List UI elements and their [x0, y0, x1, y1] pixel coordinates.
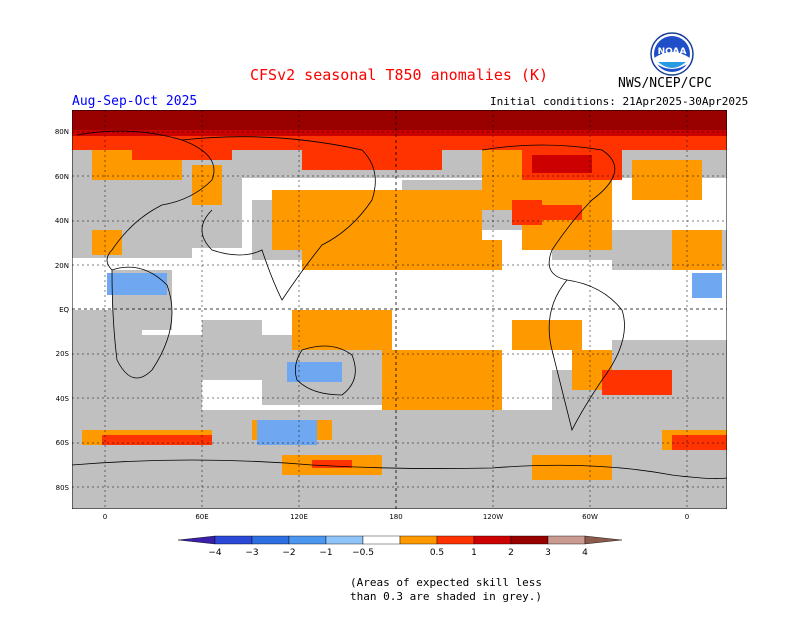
agency-label: NWS/NCEP/CPC	[618, 76, 712, 91]
color-legend-swatches	[177, 535, 623, 545]
lon-label-120e: 120E	[290, 513, 308, 521]
skill-note-line-2: than 0.3 are shaded in grey.)	[350, 590, 543, 603]
lat-label-eq: EQ	[59, 306, 69, 314]
anomaly-map	[72, 110, 727, 509]
swatch-7	[436, 535, 475, 545]
swatch-8	[473, 535, 512, 545]
color-legend-label-2: −2	[282, 548, 295, 558]
swatch-1	[214, 535, 253, 545]
swatch-9	[510, 535, 549, 545]
color-legend-label-1: −3	[245, 548, 258, 558]
map-title: CFSv2 seasonal T850 anomalies (K)	[250, 66, 549, 84]
lon-label-120w: 120W	[483, 513, 503, 521]
lat-label-40s: 40S	[56, 395, 70, 403]
color-legend-label-6: 1	[471, 548, 477, 558]
color-legend-label-7: 2	[508, 548, 514, 558]
color-legend-label-4: −0.5	[352, 548, 374, 558]
lat-label-60n: 60N	[55, 173, 69, 181]
swatch-0	[177, 535, 216, 545]
lon-label-0-left: 0	[103, 513, 107, 521]
swatch-5	[362, 535, 401, 545]
skill-note: (Areas of expected skill less than 0.3 a…	[350, 576, 542, 604]
swatch-6	[399, 535, 438, 545]
lon-label-180: 180	[389, 513, 402, 521]
swatch-10	[547, 535, 586, 545]
color-legend-label-9: 4	[582, 548, 588, 558]
lon-label-60w: 60W	[582, 513, 598, 521]
coastlines	[72, 130, 727, 479]
color-legend-label-8: 3	[545, 548, 551, 558]
center-lines	[72, 110, 727, 509]
color-legend-labels: −4 −3 −2 −1 −0.5 0.5 1 2 3 4	[208, 548, 588, 558]
lat-label-60s: 60S	[56, 439, 70, 447]
skill-note-line-1: (Areas of expected skill less	[350, 576, 543, 589]
swatch-2	[251, 535, 290, 545]
lat-label-20s: 20S	[56, 350, 70, 358]
swatch-11	[584, 535, 623, 545]
dark-red-areas	[72, 110, 727, 130]
initial-conditions-label: Initial conditions: 21Apr2025-30Apr2025	[490, 95, 749, 108]
swatch-3	[288, 535, 327, 545]
noaa-logo-icon: NOAA	[650, 32, 694, 76]
light-blue-areas	[107, 273, 722, 445]
season-label: Aug-Sep-Oct 2025	[72, 94, 198, 109]
lat-label-40n: 40N	[55, 217, 69, 225]
swatch-4	[325, 535, 364, 545]
color-legend-label-3: −1	[319, 548, 332, 558]
color-legend: −4 −3 −2 −1 −0.5 0.5 1 2 3 4	[177, 535, 623, 558]
lat-label-80s: 80S	[56, 484, 70, 492]
logo-text: NOAA	[658, 47, 687, 57]
red-areas	[72, 128, 727, 173]
lat-label-80n: 80N	[55, 128, 69, 136]
lat-label-20n: 20N	[55, 262, 69, 270]
color-legend-label-5: 0.5	[430, 548, 444, 558]
gridlines	[72, 110, 727, 509]
lon-label-0-right: 0	[685, 513, 689, 521]
color-legend-label-0: −4	[208, 548, 222, 558]
lon-label-60e: 60E	[195, 513, 208, 521]
